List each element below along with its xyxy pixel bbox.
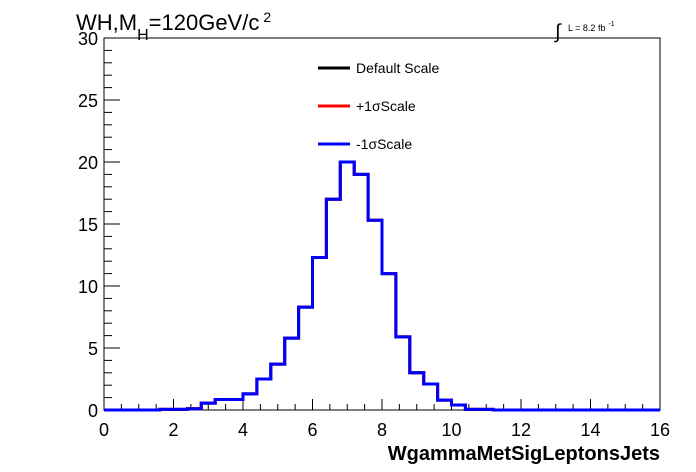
series-layer xyxy=(104,160,660,412)
y-tick-label: 15 xyxy=(78,215,98,235)
x-tick-label: 16 xyxy=(650,420,670,440)
lumi-label: L = 8.2 fb -1 xyxy=(568,21,615,33)
x-tick-label: 8 xyxy=(377,420,387,440)
y-tick-label: 10 xyxy=(78,277,98,297)
y-tick-label: 5 xyxy=(88,339,98,359)
lumi-text: L = 8.2 fb xyxy=(568,23,605,33)
y-tick-label: 20 xyxy=(78,153,98,173)
title-subscript: H xyxy=(137,27,149,44)
x-tick-label: 2 xyxy=(168,420,178,440)
axes: 0 2 4 6 8 10 12 14 16 0 5 10 15 20 25 30 xyxy=(78,29,670,440)
x-tick-label: 4 xyxy=(238,420,248,440)
x-tick-label: 12 xyxy=(511,420,531,440)
x-axis-label: WgammaMetSigLeptonsJets xyxy=(388,443,660,465)
x-tick-label: 10 xyxy=(441,420,461,440)
series-line-1 xyxy=(104,160,660,412)
series-line-0 xyxy=(104,160,660,412)
title-superscript: 2 xyxy=(263,9,271,25)
y-tick-label: 30 xyxy=(78,29,98,49)
legend-label: -1σScale xyxy=(356,136,412,152)
chart-title: WH,MH=120GeV/c 2 xyxy=(76,9,271,44)
lumi-superscript: -1 xyxy=(608,21,614,28)
x-tick-label: 6 xyxy=(307,420,317,440)
x-tick-label: 0 xyxy=(99,420,109,440)
series-line-2 xyxy=(104,160,660,412)
x-tick-label: 14 xyxy=(580,420,600,440)
legend-label: Default Scale xyxy=(356,60,439,76)
y-tick-label: 25 xyxy=(78,91,98,111)
title-rest: =120GeV/c xyxy=(149,10,260,35)
legend: Default Scale +1σScale -1σScale xyxy=(318,60,439,152)
y-tick-label: 0 xyxy=(88,401,98,421)
title-main: WH,M xyxy=(76,10,137,35)
lumi-integral: ∫ xyxy=(554,21,562,43)
legend-label: +1σScale xyxy=(356,98,416,114)
